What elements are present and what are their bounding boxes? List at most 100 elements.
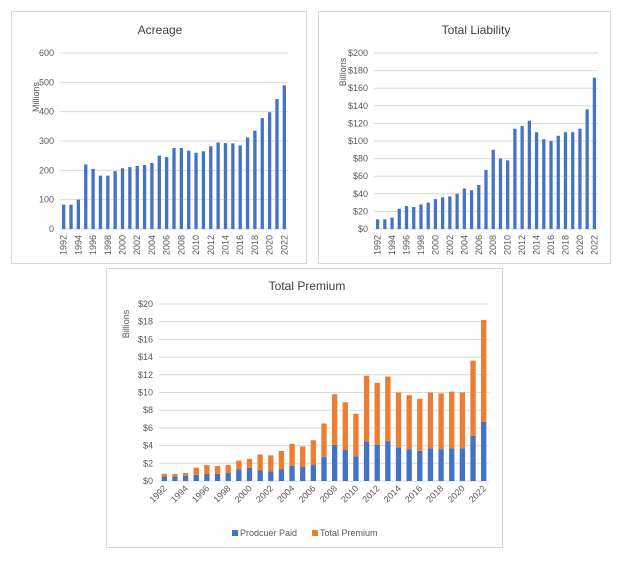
x-tick-label: 1994 [73,235,83,255]
x-tick-label: 2010 [191,235,201,255]
total-premium-chart-panel: Total Premium Billions Prodcuer Paid Tot… [106,268,503,548]
bar-total-premium [406,395,412,450]
bar [113,171,117,229]
bar [142,165,147,229]
x-tick-label: 2022 [467,483,488,504]
y-tick-label: $160 [348,83,368,93]
x-tick-label: 2010 [503,235,513,255]
x-tick-label: 2006 [297,483,318,504]
x-tick-label: 2008 [318,483,339,504]
chart-title: Acreage [138,23,183,37]
bar [534,132,539,229]
y-tick-label: $100 [348,136,368,146]
bar [62,204,66,229]
bar [412,207,416,229]
bar-total-premium [459,392,466,449]
bar-producer-paid [246,467,253,481]
acreage-chart-panel: Acreage Millions 0 100 200 300 400 500 600 1992… [11,11,307,264]
y-tick-label: $4 [143,441,153,451]
x-tick-label: 2008 [488,235,498,255]
x-tick-label: 2012 [517,235,527,255]
y-tick-label: 0 [49,224,54,234]
legend-label-producer-paid: Prodcuer Paid [240,528,297,538]
bar [498,158,503,229]
y-tick-label: $12 [138,370,153,380]
bar [484,170,488,229]
x-tick-label: 2000 [233,483,254,504]
x-tick-label: 2000 [430,235,440,255]
bar [201,151,206,229]
bar [390,217,394,229]
x-tick-label: 1994 [169,483,190,504]
x-tick-label: 1992 [373,235,383,255]
bar [520,126,524,229]
y-tick-label: $10 [138,388,153,398]
bar-total-premium [289,443,295,466]
y-axis-label: Billions [121,309,131,338]
bar-producer-paid [225,473,231,481]
bar-producer-paid [300,466,306,481]
bar [216,142,220,229]
x-tick-label: 2020 [446,483,467,504]
x-tick-label: 2012 [360,483,381,504]
bar-producer-paid [427,448,434,481]
x-tick-label: 1996 [402,235,412,255]
x-tick-label: 2002 [445,235,455,255]
bar-total-premium [172,473,178,477]
bar [91,168,95,229]
bar-total-premium [417,398,423,451]
bar-producer-paid [395,447,402,481]
bar-total-premium [363,375,370,442]
y-tick-label: $200 [348,48,368,58]
bar [98,175,103,229]
x-tick-label: 1992 [148,483,169,504]
bar [419,204,423,229]
bar-total-premium [225,465,231,474]
bar [462,188,466,229]
bar [231,143,235,229]
bar [187,150,191,229]
bar-total-premium [278,450,285,470]
bar [84,164,88,229]
bar [397,208,401,229]
bar [375,219,380,229]
bar-producer-paid [289,465,295,481]
y-tick-label: $80 [353,154,368,164]
y-tick-label: $2 [143,458,153,468]
bar-total-premium [246,458,253,468]
y-tick-label: $18 [138,317,153,327]
x-tick-label: 2002 [132,235,142,255]
bar [383,219,387,229]
bar-producer-paid [321,457,327,481]
bar [172,148,176,229]
legend: Prodcuer Paid Total Premium [232,528,378,538]
y-tick-label: $8 [143,405,153,415]
bar [441,197,445,229]
bar-producer-paid [172,476,178,481]
x-tick-label: 2020 [575,235,585,255]
x-tick-label: 1994 [387,235,397,255]
bar [275,99,279,229]
x-tick-label: 2018 [424,483,445,504]
bar-producer-paid [449,448,455,481]
bar [260,118,264,229]
bar [491,149,495,229]
bar-producer-paid [374,444,380,481]
bar [179,148,184,229]
y-tick-label: $20 [138,299,153,309]
bar-producer-paid [236,469,242,481]
x-tick-label: 2014 [532,235,542,255]
bar-producer-paid [353,456,359,481]
y-tick-label: $0 [358,224,368,234]
bar [455,193,459,229]
x-tick-label: 2006 [474,235,484,255]
bar-producer-paid [193,474,199,481]
bar-total-premium [321,423,327,458]
y-tick-label: 600 [39,48,54,58]
bar-producer-paid [481,421,487,481]
bar [506,160,510,229]
bar-producer-paid [406,449,412,481]
x-tick-label: 2004 [147,235,157,255]
y-tick-label: $180 [348,66,368,76]
bar [527,120,531,229]
